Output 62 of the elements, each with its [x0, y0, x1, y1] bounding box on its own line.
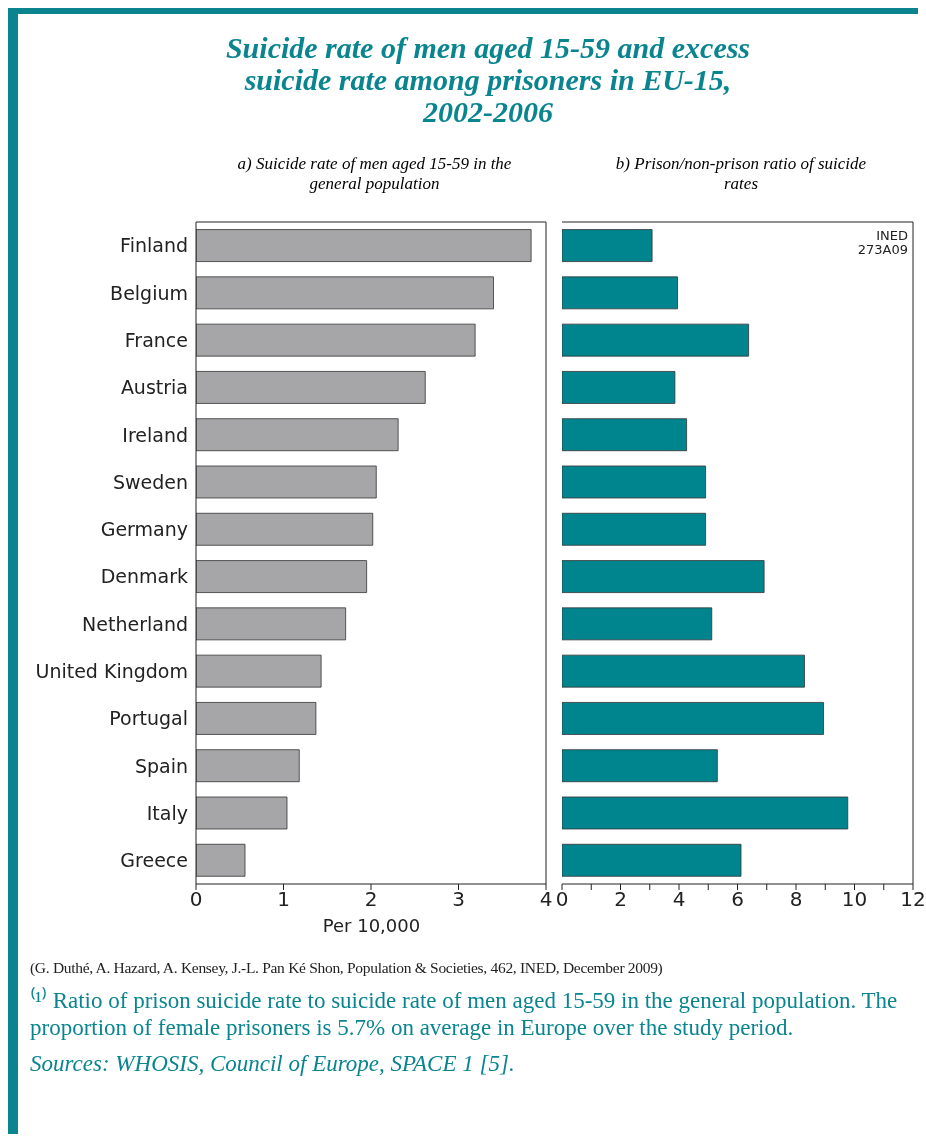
- y-tick-label: Sweden: [112, 470, 188, 493]
- bar: [562, 276, 678, 310]
- bar: [196, 371, 426, 404]
- bar: [562, 465, 707, 499]
- bar: [562, 418, 688, 452]
- bar: [562, 702, 824, 735]
- bar: [562, 607, 713, 641]
- y-tick-label: United Kingdom: [35, 659, 188, 682]
- y-tick-label: France: [124, 328, 188, 351]
- x-tick-label: 0: [555, 887, 569, 912]
- x-tick-label: 0: [189, 887, 203, 912]
- bar: [196, 229, 532, 262]
- y-tick-label: Austria: [120, 376, 188, 399]
- x-tick-label: 1: [277, 887, 290, 912]
- bar: [562, 512, 707, 546]
- x-tick-label: 10: [841, 887, 868, 912]
- x-tick-label: 3: [452, 887, 465, 912]
- bar: [196, 607, 347, 641]
- bar: [196, 465, 377, 499]
- bar: [196, 796, 288, 830]
- x-tick-label: 6: [731, 887, 744, 912]
- text: ⁽¹⁾ Ratio of prison suicide rate to suicide rate of men aged 15-59 in the general population. The proportion of female prisoners is 5.7% on average in Europe over the study period.: [30, 987, 899, 1041]
- x-tick-label: 8: [789, 887, 803, 912]
- bar: [196, 512, 374, 546]
- source-note: Sources: WHOSIS, Council of Europe, SPACE 1 [5].: [30, 1051, 516, 1077]
- bar: [196, 560, 368, 593]
- y-tick-label: Germany: [100, 518, 188, 541]
- y-tick-label: Finland: [120, 234, 188, 257]
- chart-subtitle: a) Suicide rate of men aged 15-59 in the general population: [236, 154, 513, 194]
- x-tick-label: 12: [900, 887, 926, 912]
- x-tick-label: 4: [672, 887, 686, 912]
- y-tick-label: Denmark: [100, 565, 188, 588]
- y-tick-label: Ireland: [122, 423, 188, 446]
- bar: [562, 323, 750, 357]
- bar: [562, 371, 676, 404]
- bar: [562, 843, 742, 877]
- y-tick-label: Belgium: [110, 281, 188, 304]
- chart-title: Suicide rate of men aged 15-59 and excess suicide rate among prisoners in EU-15, 2002-2006: [224, 31, 752, 128]
- annotation: INED 273A09: [856, 228, 908, 257]
- text: (G. Duthé, A. Hazard, A. Kensey, J.-L. Pan Ké Shon, Population & Societies, 462, INED, December 2009): [30, 959, 664, 977]
- y-tick-label: Spain: [134, 754, 188, 777]
- bar: [562, 229, 653, 262]
- y-tick-label: Italy: [146, 801, 188, 824]
- x-tick-label: 2: [614, 887, 627, 912]
- bar: [196, 843, 246, 877]
- y-tick-label: Portugal: [109, 707, 188, 730]
- x-tick-label: 4: [539, 887, 553, 912]
- y-tick-label: Greece: [120, 849, 188, 872]
- bar: [196, 276, 494, 310]
- x-tick-label: 2: [364, 887, 378, 912]
- bar: [196, 418, 399, 452]
- bar: [196, 323, 476, 357]
- bar: [196, 749, 300, 783]
- bar: [562, 560, 765, 593]
- chart-subtitle: b) Prison/non-prison ratio of suicide rates: [614, 154, 868, 194]
- bar: [196, 702, 317, 735]
- y-tick-label: Netherland: [82, 612, 188, 635]
- bar: [562, 654, 805, 688]
- x-axis-title: Per 10,000: [321, 915, 422, 936]
- bar: [562, 796, 849, 830]
- bar: [196, 654, 322, 688]
- bar: [562, 749, 718, 783]
